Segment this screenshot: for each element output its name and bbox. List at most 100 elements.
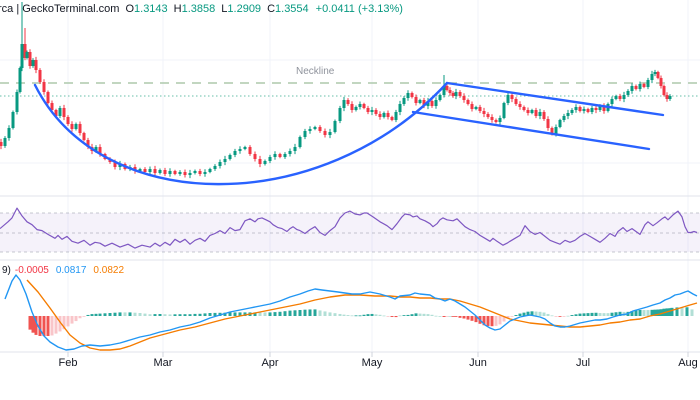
candle-body (308, 129, 312, 131)
month-label: Apr (261, 357, 278, 369)
candle-body (522, 107, 526, 110)
candle-body (358, 104, 362, 107)
macd-histogram-bar (366, 314, 370, 316)
candle-body (183, 172, 187, 175)
candle-body (526, 110, 530, 113)
macd-histogram-bar (223, 312, 227, 316)
macd-signal-value: 0.0822 (93, 265, 125, 276)
macd-histogram-bar (148, 314, 152, 316)
candle-body (486, 114, 490, 117)
candle-body (25, 52, 29, 58)
candle-body (346, 100, 350, 104)
candle-body (42, 82, 46, 92)
candle-body (268, 157, 272, 161)
candle-body (193, 171, 197, 173)
macd-histogram-bar (630, 311, 634, 316)
macd-histogram-bar (458, 316, 462, 318)
macd-histogram-bar (113, 312, 117, 316)
candle-body (665, 95, 669, 99)
macd-histogram-bar (534, 311, 538, 316)
candle-body (78, 124, 82, 133)
macd-histogram-bar (138, 313, 142, 316)
month-label: Feb (59, 357, 78, 369)
candle-body (530, 110, 534, 113)
candle-body (502, 103, 506, 118)
macd-histogram-bar (350, 315, 354, 317)
macd-histogram-bar (358, 315, 362, 317)
macd-histogram-bar (614, 312, 618, 316)
candle-body (58, 108, 62, 116)
macd-histogram-bar (288, 310, 292, 316)
macd-histogram-bar (653, 309, 657, 316)
candle-body (610, 99, 614, 104)
candle-body (630, 86, 634, 91)
candle-body (642, 84, 646, 87)
candle-body (362, 104, 366, 108)
macd-histogram-bar (578, 313, 582, 316)
macd-histogram-bar (128, 312, 132, 316)
macd-histogram-bar (378, 314, 382, 316)
candle-body (638, 84, 642, 89)
candle-body (578, 107, 582, 111)
candle-body (208, 169, 212, 172)
macd-histogram-bar (558, 316, 562, 317)
macd-histogram-bar (518, 313, 522, 316)
macd-histogram-bar (442, 316, 446, 317)
candle-body (223, 159, 227, 162)
candle-body (445, 86, 449, 90)
macd-histogram-bar (258, 312, 262, 316)
candle-body (328, 132, 332, 135)
candle-body (50, 103, 54, 110)
candle-body (74, 124, 78, 129)
macd-histogram-bar (118, 312, 122, 316)
month-label: Jun (469, 357, 487, 369)
macd-histogram-bar (406, 314, 410, 316)
low-value: 1.2909 (227, 3, 262, 15)
candle-body (414, 97, 418, 103)
macd-histogram-bar (333, 313, 337, 316)
macd-histogram-bar (86, 314, 90, 316)
candle-body (323, 131, 327, 135)
candle-body (518, 104, 522, 107)
candle-body (28, 52, 32, 66)
candle-body (430, 101, 434, 106)
candle-body (198, 171, 202, 174)
symbol-text: rca | GeckoTerminal.com (0, 3, 120, 15)
candle-body (228, 155, 232, 159)
macd-histogram-bar (685, 307, 689, 316)
candle-body (474, 107, 478, 109)
low-label: L (221, 3, 228, 15)
macd-histogram-bar (690, 309, 694, 316)
candle-body (586, 109, 590, 112)
macd-histogram-bar (574, 314, 578, 316)
candle-body (566, 113, 570, 116)
macd-histogram-bar (228, 312, 232, 316)
macd-histogram-bar (546, 313, 550, 316)
candle-body (653, 72, 657, 74)
candle-body (66, 117, 70, 124)
high-value: 1.3858 (181, 3, 216, 15)
macd-histogram-bar (586, 313, 590, 316)
time-axis: Feb Mar Apr May Jun Jul Aug (59, 352, 698, 369)
candle-body (338, 108, 342, 121)
candle-body (434, 100, 438, 106)
macd-histogram-bar (438, 316, 442, 317)
candle-body (558, 120, 562, 127)
close-value: 1.3554 (275, 3, 309, 15)
candle-body (233, 151, 237, 155)
macd-histogram-bar (462, 316, 466, 319)
macd-histogram-bar (526, 311, 530, 316)
candle-body (402, 98, 406, 104)
candle-body (86, 140, 90, 147)
candle-body (118, 164, 122, 167)
macd-histogram-bar (650, 309, 654, 316)
macd-histogram-bar (410, 314, 414, 316)
candle-body (410, 93, 414, 97)
candle-body (418, 100, 422, 103)
candle-body (0, 142, 3, 146)
macd-histogram-bar (253, 312, 257, 316)
candle-body (482, 111, 486, 114)
macd-histogram-bar (233, 312, 237, 316)
